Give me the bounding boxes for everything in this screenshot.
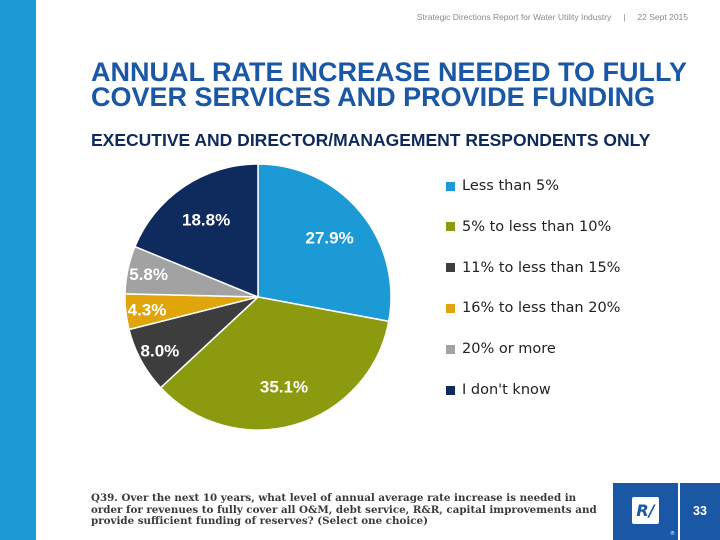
left-accent-bar <box>0 0 36 540</box>
pie-label-11-to-less-than-15: 8.0% <box>141 341 180 360</box>
pie-label-i-don-t-know: 18.8% <box>182 211 230 230</box>
logo-mark: R/ <box>636 501 655 520</box>
logo-registered: ® <box>670 531 675 537</box>
page-number-box: 33 <box>680 483 720 540</box>
pie-slice-5-to-less-than-10 <box>159 296 390 431</box>
legend-swatch <box>446 181 455 191</box>
legend-swatch <box>446 344 455 354</box>
legend-swatch <box>446 263 455 273</box>
company-logo: R/ ® <box>613 483 678 540</box>
legend-item-11-to-less-than-15: 11% to less than 15% <box>446 260 620 276</box>
legend-item-i-don-t-know: I don't know <box>446 382 551 398</box>
report-name: Strategic Directions Report for Water Ut… <box>416 12 612 22</box>
legend-label: 11% to less than 15% <box>462 259 621 276</box>
legend-item-5-to-less-than-10: 5% to less than 10% <box>446 219 611 235</box>
question-footnote: Q39. Over the next 10 years, what level … <box>91 492 597 527</box>
legend-label: 16% to less than 20% <box>462 300 621 317</box>
legend-label: 5% to less than 10% <box>462 218 612 235</box>
legend-swatch <box>446 222 455 232</box>
legend-item-16-to-less-than-20: 16% to less than 20% <box>446 300 620 316</box>
logo-mark-box: R/ <box>632 497 659 524</box>
report-header: Strategic Directions Report for Water Ut… <box>330 12 688 22</box>
pie-label-5-to-less-than-10: 35.1% <box>260 377 308 396</box>
legend-swatch <box>446 385 455 395</box>
pie-slice-i-don-t-know <box>133 163 259 299</box>
pie-label-less-than-5: 27.9% <box>305 229 353 248</box>
page-number: 33 <box>693 504 707 518</box>
header-separator: | <box>623 12 626 22</box>
legend-item-20-or-more: 20% or more <box>446 341 556 357</box>
legend-label: I don't know <box>462 382 551 398</box>
pie-slice-less-than-5 <box>257 163 392 323</box>
page-subtitle: EXECUTIVE AND DIRECTOR/MANAGEMENT RESPON… <box>91 130 651 150</box>
pie-label-16-to-less-than-20: 4.3% <box>128 300 167 319</box>
pie-label-20-or-more: 5.8% <box>129 265 168 284</box>
page-title: ANNUAL RATE INCREASE NEEDED TO FULLY COV… <box>91 57 687 112</box>
legend-label: Less than 5% <box>462 178 560 194</box>
legend-item-less-than-5: Less than 5% <box>446 178 559 194</box>
legend-label: 20% or more <box>462 341 556 358</box>
legend-swatch <box>446 303 455 313</box>
report-date: 22 Sept 2015 <box>637 12 688 22</box>
